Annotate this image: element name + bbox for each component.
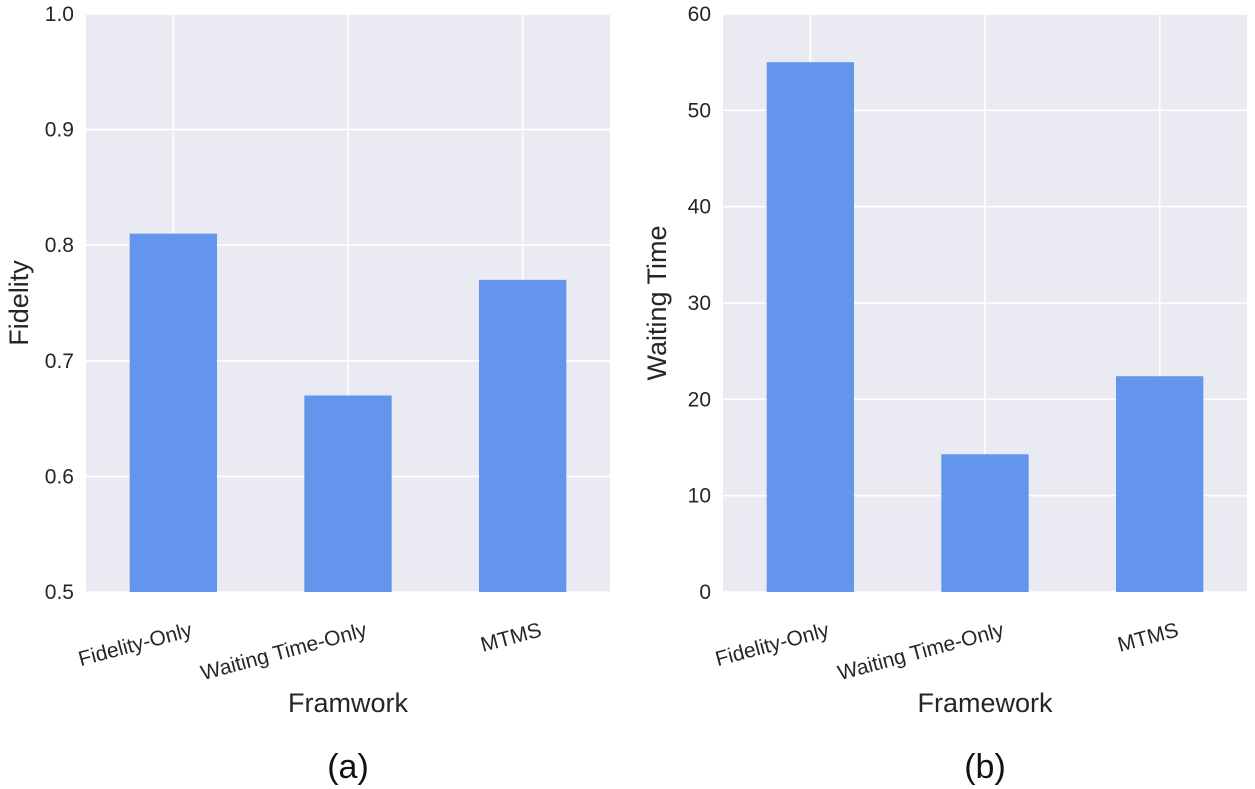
y-tick-label: 0.9 bbox=[45, 119, 74, 142]
chart-panel-b: 0 10 20 30 40 50 60 Fidelity-Only Waiting Time-… bbox=[642, 3, 1247, 786]
panel-label: (b) bbox=[964, 748, 1006, 786]
panel-label: (a) bbox=[327, 748, 369, 786]
y-tick-label: 0.8 bbox=[45, 234, 74, 257]
x-tick-label: Waiting Time-Only bbox=[198, 618, 369, 685]
bar-mtms bbox=[1116, 376, 1204, 592]
x-tick-labels: Fidelity-Only Waiting Time-Only MTMS bbox=[76, 618, 544, 685]
x-tick-label: MTMS bbox=[1115, 619, 1181, 657]
x-tick-label: MTMS bbox=[478, 619, 544, 657]
y-tick-label: 50 bbox=[688, 99, 711, 122]
x-tick-label: Waiting Time-Only bbox=[835, 618, 1006, 685]
y-tick-label: 30 bbox=[688, 292, 711, 315]
y-tick-label: 1.0 bbox=[45, 3, 74, 26]
x-tick-label: Fidelity-Only bbox=[76, 618, 195, 671]
bar-fidelity-only bbox=[129, 233, 217, 592]
x-tick-label: Fidelity-Only bbox=[713, 618, 832, 671]
y-tick-label: 0.7 bbox=[45, 350, 74, 373]
bars bbox=[129, 233, 567, 592]
y-axis-label: Fidelity bbox=[4, 260, 34, 346]
y-tick-labels: 0.5 0.6 0.7 0.8 0.9 1.0 bbox=[45, 3, 74, 604]
y-tick-label: 20 bbox=[688, 388, 711, 411]
bar-mtms bbox=[479, 279, 567, 592]
x-axis-label: Framwork bbox=[288, 688, 408, 718]
y-tick-label: 60 bbox=[688, 3, 711, 26]
y-tick-label: 10 bbox=[688, 485, 711, 508]
bars bbox=[766, 62, 1204, 592]
y-tick-label: 40 bbox=[688, 196, 711, 219]
bar-waiting-time-only bbox=[304, 395, 392, 592]
y-tick-label: 0 bbox=[699, 581, 711, 604]
y-axis-label: Waiting Time bbox=[642, 225, 672, 380]
y-tick-label: 0.6 bbox=[45, 465, 74, 488]
chart-panel-a: 0.5 0.6 0.7 0.8 0.9 1.0 Fidelity-Only Waiting … bbox=[4, 3, 610, 786]
bar-fidelity-only bbox=[766, 62, 854, 592]
x-axis-label: Framework bbox=[917, 688, 1053, 718]
y-tick-labels: 0 10 20 30 40 50 60 bbox=[688, 3, 711, 604]
x-tick-labels: Fidelity-Only Waiting Time-Only MTMS bbox=[713, 618, 1181, 685]
y-tick-label: 0.5 bbox=[45, 581, 74, 604]
bar-waiting-time-only bbox=[941, 454, 1029, 592]
